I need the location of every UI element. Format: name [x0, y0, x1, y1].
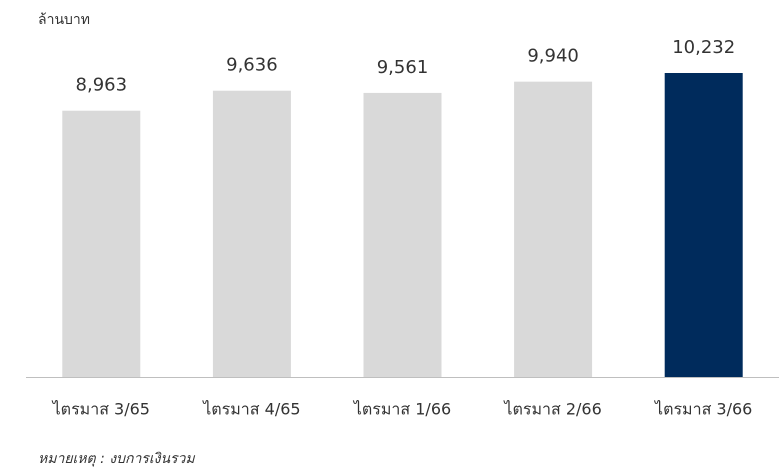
- data-label: 8,963: [76, 75, 128, 96]
- x-tick-label: ไตรมาส 3/66: [653, 400, 752, 419]
- axis-unit-label: ล้านบาท: [38, 12, 90, 28]
- x-tick-label: ไตรมาส 3/65: [51, 400, 150, 419]
- x-tick-label: ไตรมาส 1/66: [352, 400, 451, 419]
- bar: [664, 73, 743, 377]
- data-label: 9,561: [377, 57, 429, 78]
- footnote: หมายเหตุ : งบการเงินรวม: [38, 451, 195, 467]
- data-label: 9,636: [226, 55, 278, 76]
- x-tick-label: ไตรมาส 4/65: [201, 400, 300, 419]
- bar: [514, 81, 593, 377]
- x-tick-label: ไตรมาส 2/66: [502, 400, 601, 419]
- bar: [62, 110, 141, 378]
- bar: [363, 92, 442, 378]
- bar: [212, 90, 291, 377]
- data-label: 9,940: [527, 46, 579, 67]
- data-label: 10,232: [672, 37, 735, 58]
